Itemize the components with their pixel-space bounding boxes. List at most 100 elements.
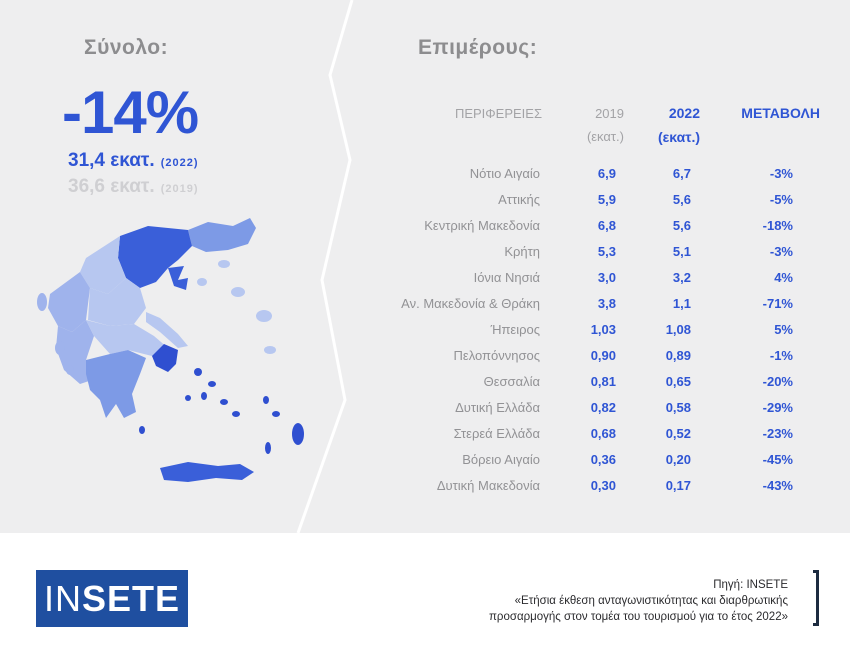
table-row: Πελοπόννησος 0,90 0,89 -1% [0, 348, 850, 372]
col-header-change: ΜΕΤΑΒΟΛΗ [741, 105, 820, 121]
table-row: Κρήτη 5,3 5,1 -3% [0, 244, 850, 268]
map-region-cyclades-1 [194, 368, 202, 376]
region-name: Δυτική Μακεδονία [436, 478, 540, 493]
region-name: Πελοπόννησος [453, 348, 540, 363]
region-name: Ήπειρος [490, 322, 540, 337]
map-region-cyclades-5 [185, 395, 191, 401]
table-row: Ήπειρος 1,03 1,08 5% [0, 322, 850, 346]
region-name: Κρήτη [504, 244, 540, 259]
value-2022: 31,4 εκατ. (2022) [68, 150, 198, 172]
source-line-3: προσαρμογής στον τομέα του τουρισμού για… [488, 611, 788, 623]
value-2019-cell: 5,3 [597, 244, 616, 259]
map-region-thrace [188, 218, 256, 252]
col-header-2022-unit: (εκατ.) [657, 129, 700, 145]
value-2019-number: 36,6 εκατ. [68, 176, 155, 197]
value-2019: 36,6 εκατ. (2019) [68, 176, 198, 198]
change-cell: -5% [769, 192, 793, 207]
value-2022-cell: 5,6 [672, 218, 691, 233]
map-region-chalkidiki [168, 266, 188, 290]
value-2019-cell: 6,8 [597, 218, 616, 233]
value-2019-cell: 0,30 [590, 478, 616, 493]
greece-map [37, 218, 304, 482]
value-2022-cell: 6,7 [672, 166, 691, 181]
map-region-thessaly [88, 278, 146, 326]
value-2022-cell: 0,89 [665, 348, 691, 363]
region-name: Νότιο Αιγαίο [469, 166, 540, 181]
map-region-karpathos [265, 442, 271, 454]
map-region-cyclades-4 [220, 399, 228, 405]
map-region-evia [146, 312, 188, 348]
map-region-crete [160, 462, 254, 482]
map-region-dodecanese-1 [263, 396, 269, 404]
value-2019-cell: 3,0 [597, 270, 616, 285]
table-row: Νότιο Αιγαίο 6,9 6,7 -3% [0, 166, 850, 190]
change-cell: -43% [762, 478, 793, 493]
map-region-north-aegean-3 [256, 310, 272, 322]
change-cell: -29% [762, 400, 793, 415]
value-2019-cell: 1,03 [590, 322, 616, 337]
col-header-2022-year: 2022 [668, 105, 700, 121]
map-region-attica [152, 344, 178, 372]
source-note: Πηγή: INSETE «Ετήσια έκθεση ανταγωνιστικ… [489, 577, 788, 625]
map-region-ionian-2 [55, 341, 65, 355]
logo-text-in: IN [43, 577, 82, 619]
value-2019-cell: 5,9 [597, 192, 616, 207]
value-2019-cell: 0,36 [590, 452, 616, 467]
value-2019-cell: 0,68 [590, 426, 616, 441]
change-cell: 4% [774, 270, 793, 285]
col-header-2022: 2022 (εκατ.) [658, 105, 700, 145]
table-row: Αν. Μακεδονία & Θράκη 3,8 1,1 -71% [0, 296, 850, 320]
change-cell: -45% [762, 452, 793, 467]
map-region-cyclades-2 [208, 381, 216, 387]
zigzag-divider [296, 0, 354, 533]
total-change: -14% [62, 79, 199, 146]
map-region-central-macedonia [118, 226, 192, 288]
map-region-epirus [48, 272, 90, 332]
change-cell: -3% [769, 166, 793, 181]
region-name: Βόρειο Αιγαίο [462, 452, 540, 467]
value-2022-cell: 3,2 [672, 270, 691, 285]
insete-logo: IN SETE [36, 570, 188, 627]
change-cell: -18% [762, 218, 793, 233]
table-row: Δυτική Ελλάδα 0,82 0,58 -29% [0, 400, 850, 424]
map-region-ionian-1 [37, 293, 47, 311]
value-2022-cell: 0,58 [665, 400, 691, 415]
map-region-cyclades-3 [201, 392, 207, 400]
closing-bracket [813, 570, 819, 626]
value-2022-cell: 1,1 [672, 296, 691, 311]
year-2019-label: (2019) [160, 183, 199, 195]
map-region-north-aegean-5 [197, 278, 207, 286]
map-region-ionian-3 [66, 365, 74, 375]
map-region-sterea [86, 320, 168, 356]
change-cell: -3% [769, 244, 793, 259]
logo-text-sete: SETE [81, 577, 181, 619]
value-2019-cell: 0,82 [590, 400, 616, 415]
map-region-dodecanese-2 [272, 411, 280, 417]
map-region-west-macedonia [80, 236, 126, 294]
details-title: Επιμέρους: [418, 36, 538, 59]
region-name: Κεντρική Μακεδονία [424, 218, 540, 233]
table-row: Βόρειο Αιγαίο 0,36 0,20 -45% [0, 452, 850, 476]
change-cell: -1% [769, 348, 793, 363]
value-2022-cell: 5,1 [672, 244, 691, 259]
value-2022-cell: 0,17 [665, 478, 691, 493]
map-region-north-aegean-4 [264, 346, 276, 354]
summary-title: Σύνολο: [84, 36, 169, 59]
map-region-north-aegean-2 [231, 287, 245, 297]
value-2022-cell: 1,08 [665, 322, 691, 337]
year-2022-label: (2022) [160, 157, 199, 169]
region-name: Θεσσαλία [483, 374, 540, 389]
table-row: Δυτική Μακεδονία 0,30 0,17 -43% [0, 478, 850, 502]
region-name: Αν. Μακεδονία & Θράκη [401, 296, 540, 311]
map-region-kythira [139, 426, 145, 434]
region-name: Ιόνια Νησιά [473, 270, 540, 285]
value-2022-cell: 0,52 [665, 426, 691, 441]
value-2022-number: 31,4 εκατ. [68, 150, 155, 171]
col-header-region: ΠΕΡΙΦΕΡΕΙΕΣ [454, 106, 542, 121]
map-region-rhodes [292, 423, 304, 445]
region-name: Στερεά Ελλάδα [453, 426, 540, 441]
value-2019-cell: 0,81 [590, 374, 616, 389]
col-header-2019-unit: (εκατ.) [586, 129, 624, 144]
table-row: Ιόνια Νησιά 3,0 3,2 4% [0, 270, 850, 294]
map-region-north-aegean-1 [218, 260, 230, 268]
